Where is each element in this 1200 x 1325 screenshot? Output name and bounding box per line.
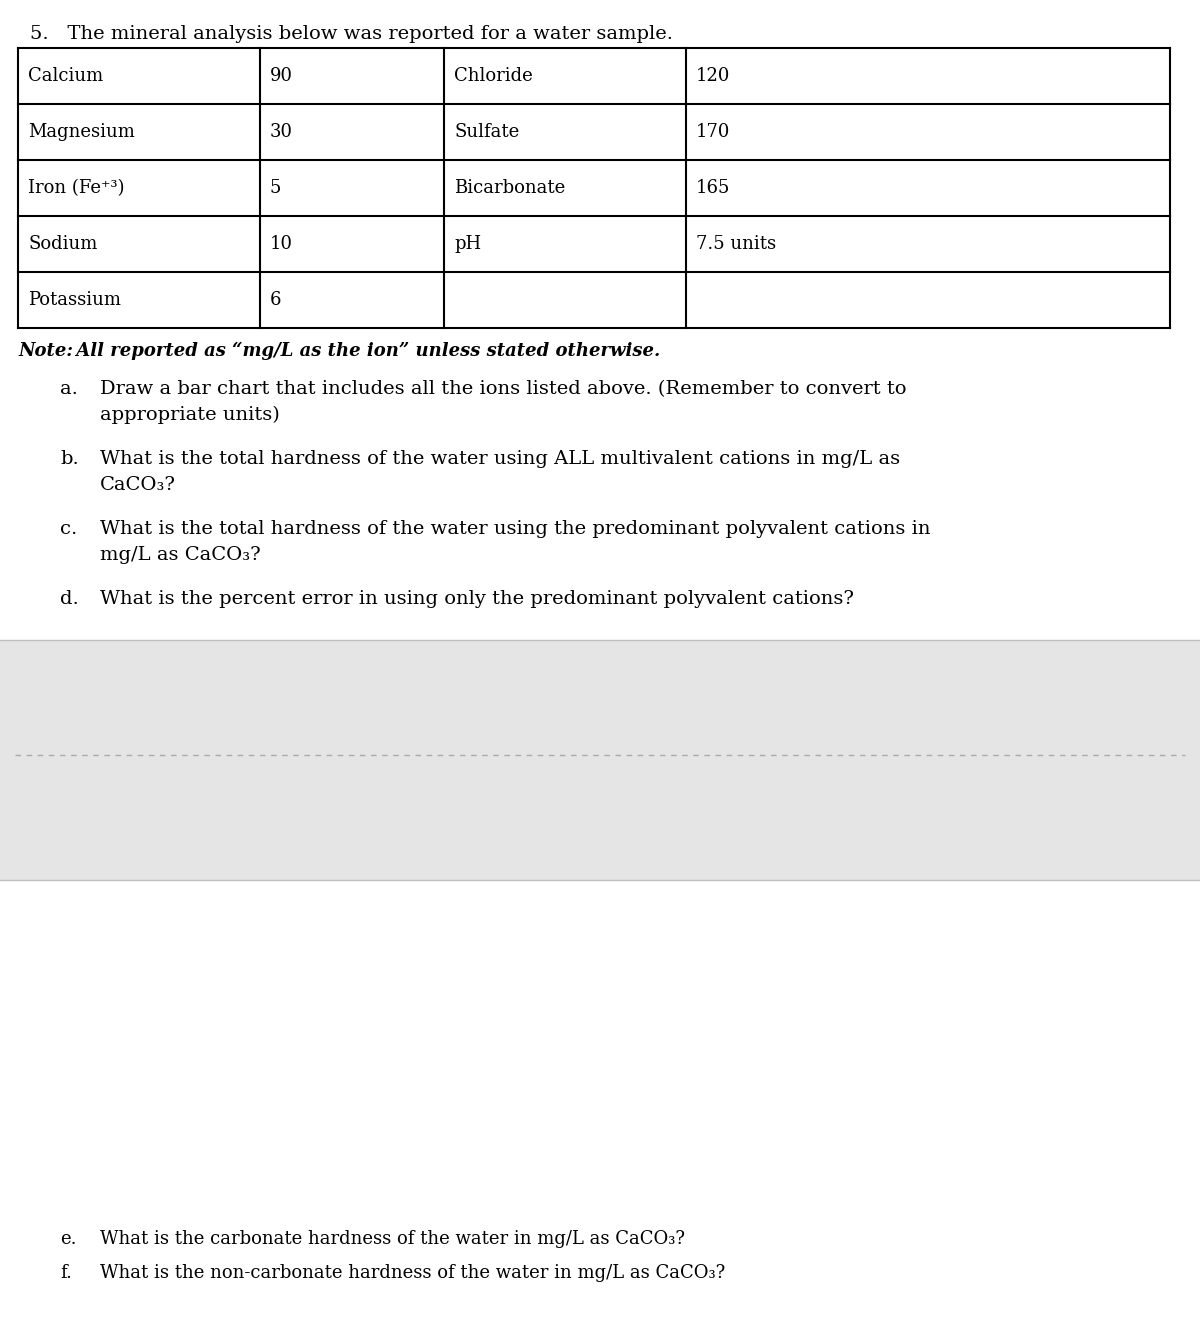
Text: Calcium: Calcium <box>28 68 103 85</box>
Text: pH: pH <box>455 235 481 253</box>
Text: 90: 90 <box>270 68 293 85</box>
Text: 165: 165 <box>696 179 731 197</box>
Text: appropriate units): appropriate units) <box>100 405 280 424</box>
Text: 30: 30 <box>270 123 293 140</box>
Text: CaCO₃?: CaCO₃? <box>100 476 176 494</box>
Text: What is the carbonate hardness of the water in mg/L as CaCO₃?: What is the carbonate hardness of the wa… <box>100 1230 685 1248</box>
Text: mg/L as CaCO₃?: mg/L as CaCO₃? <box>100 546 260 564</box>
Text: a.: a. <box>60 380 78 398</box>
Text: Sodium: Sodium <box>28 235 97 253</box>
Text: Draw a bar chart that includes all the ions listed above. (Remember to convert t: Draw a bar chart that includes all the i… <box>100 380 906 398</box>
Text: Sulfate: Sulfate <box>455 123 520 140</box>
Text: 7.5 units: 7.5 units <box>696 235 776 253</box>
Text: 6: 6 <box>270 292 282 309</box>
Text: Chloride: Chloride <box>455 68 533 85</box>
Text: b.: b. <box>60 451 79 468</box>
Text: What is the non-carbonate hardness of the water in mg/L as CaCO₃?: What is the non-carbonate hardness of th… <box>100 1264 725 1283</box>
Text: Magnesium: Magnesium <box>28 123 134 140</box>
Text: All reported as “mg/L as the ion” unless stated otherwise.: All reported as “mg/L as the ion” unless… <box>70 342 660 360</box>
Text: 5.   The mineral analysis below was reported for a water sample.: 5. The mineral analysis below was report… <box>30 25 673 42</box>
Text: What is the total hardness of the water using the predominant polyvalent cations: What is the total hardness of the water … <box>100 519 930 538</box>
Text: f.: f. <box>60 1264 72 1283</box>
Text: d.: d. <box>60 590 79 608</box>
Text: Potassium: Potassium <box>28 292 121 309</box>
Text: 10: 10 <box>270 235 293 253</box>
Text: 120: 120 <box>696 68 731 85</box>
Text: Bicarbonate: Bicarbonate <box>455 179 565 197</box>
Text: What is the percent error in using only the predominant polyvalent cations?: What is the percent error in using only … <box>100 590 854 608</box>
Text: c.: c. <box>60 519 77 538</box>
Text: e.: e. <box>60 1230 77 1248</box>
Text: Note:: Note: <box>18 342 73 360</box>
Text: 5: 5 <box>270 179 281 197</box>
Text: Iron (Fe⁺³): Iron (Fe⁺³) <box>28 179 125 197</box>
Text: 170: 170 <box>696 123 731 140</box>
Text: What is the total hardness of the water using ALL multivalent cations in mg/L as: What is the total hardness of the water … <box>100 451 900 468</box>
FancyBboxPatch shape <box>0 640 1200 880</box>
